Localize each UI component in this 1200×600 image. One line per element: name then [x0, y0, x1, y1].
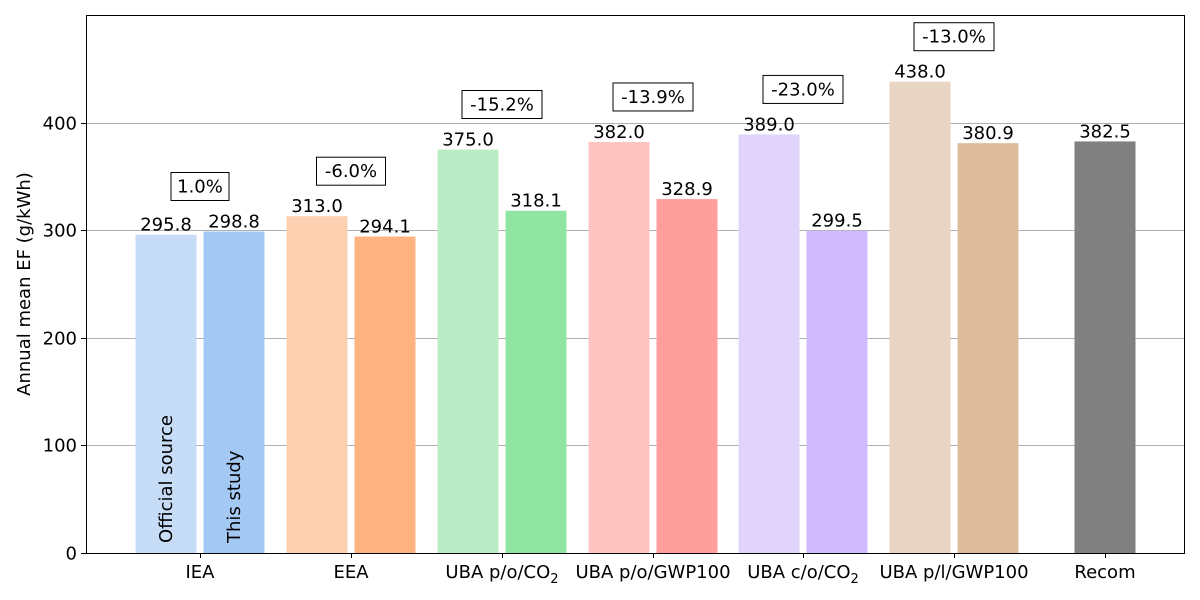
value-label-official-5: 389.0	[743, 114, 795, 135]
value-label-official-3: 375.0	[442, 130, 494, 151]
x-tick-label: UBA p/o/GWP100	[575, 562, 730, 583]
bar-official-6	[889, 81, 951, 553]
bar-study-3	[505, 210, 567, 553]
annotation-box-2	[316, 156, 386, 186]
annotation-text-2: -6.0%	[325, 161, 377, 182]
x-tick-label: UBA c/o/CO2	[747, 562, 859, 587]
value-label-study-1: 298.8	[208, 211, 260, 232]
y-tick-label: 100	[43, 436, 77, 457]
bar-study-6	[957, 143, 1019, 553]
y-tick-label: 200	[43, 329, 77, 350]
bar-official-3	[437, 149, 499, 553]
value-label-study-6: 380.9	[962, 123, 1014, 144]
difference-annotations: 1.0% -6.0% -15.2% -13.9% -23.0% -13.0%	[170, 22, 995, 201]
bar-study-2	[354, 236, 416, 553]
annotation-box-5	[762, 74, 844, 104]
bar-official-4	[588, 141, 650, 553]
value-label-official-1: 295.8	[140, 215, 192, 236]
annotation-text-5: -23.0%	[771, 79, 835, 100]
in-bar-label-official: Official source	[156, 415, 177, 543]
annotation-box-3	[461, 90, 543, 119]
x-tick-label: UBA p/o/CO2	[445, 562, 558, 587]
bar-official-1	[135, 234, 197, 554]
y-tick-label: 400	[43, 114, 77, 135]
x-tick-label: IEA	[186, 562, 216, 583]
annotation-text-1: 1.0%	[177, 176, 223, 197]
annotation-box-6	[913, 22, 995, 52]
value-label-study-4: 328.9	[661, 179, 713, 200]
value-label-official-2: 313.0	[291, 196, 343, 217]
plot-frame	[86, 15, 1185, 554]
bar-study-7	[1074, 141, 1136, 553]
x-tick-label: EEA	[333, 562, 369, 583]
value-label-study-2: 294.1	[359, 217, 411, 238]
value-label-official-4: 382.0	[593, 122, 645, 143]
bar-study-4	[656, 199, 718, 553]
bar-official-5	[738, 134, 800, 553]
in-bar-label-study: This study	[224, 450, 245, 544]
x-tick-label: UBA p/l/GWP100	[879, 562, 1028, 583]
bar-official-2	[286, 216, 348, 553]
x-tick-label: Recom	[1074, 562, 1135, 583]
value-label-official-6: 438.0	[894, 62, 946, 83]
annotation-box-1	[170, 171, 230, 201]
x-axis-ticks: IEA EEA UBA p/o/CO2 UBA p/o/GWP100 UBA c/o/C…	[186, 553, 1136, 587]
value-labels: 295.8 298.8 313.0 294.1 375.0 318.1 382.0 328.9…	[140, 62, 1131, 544]
bars	[135, 81, 1136, 554]
annotation-box-4	[612, 82, 694, 112]
value-label-study-7: 382.5	[1079, 121, 1131, 142]
annotation-text-6: -13.0%	[922, 27, 986, 48]
bar-study-1	[203, 231, 265, 553]
annotation-text-3: -15.2%	[470, 95, 534, 116]
y-axis-ticks: 0 100 200 300 400	[43, 114, 86, 565]
y-tick-label: 0	[66, 544, 77, 565]
y-axis-label: Annual mean EF (g/kWh)	[14, 172, 35, 396]
bar-study-5	[806, 230, 868, 553]
annotation-text-4: -13.9%	[621, 87, 685, 108]
value-label-study-5: 299.5	[811, 211, 863, 232]
value-label-study-3: 318.1	[510, 191, 562, 212]
y-tick-label: 300	[43, 221, 77, 242]
